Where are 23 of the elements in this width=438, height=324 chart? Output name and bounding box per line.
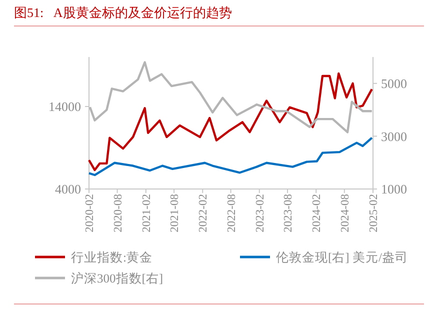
x-tick-label: 2021-02 [140, 194, 153, 232]
legend-label: 行业指数:黄金 [71, 250, 152, 264]
x-tick-label: 2023-02 [254, 194, 266, 232]
y-tick-label: 4000 [55, 182, 81, 197]
legend-label: 沪深300指数[右] [71, 270, 164, 286]
legend-label: 伦敦金现[右] 美元/盎司 [276, 249, 408, 264]
chart-title: 图51: A股黄金标的及金价运行的趋势 [14, 5, 232, 20]
line-series [88, 61, 374, 134]
x-tick-label: 2023-08 [282, 194, 295, 232]
x-tick-label: 2024-08 [339, 194, 352, 232]
line-series [88, 136, 374, 176]
y-tick-label: 14000 [48, 99, 81, 114]
x-tick-label: 2025-02 [368, 194, 380, 232]
x-tick-label: 2022-02 [198, 194, 210, 232]
y2-tick-label: 1000 [381, 182, 407, 197]
x-tick-label: 2024-02 [311, 194, 324, 232]
line-series [88, 72, 374, 172]
x-tick-label: 2020-02 [84, 194, 96, 232]
x-tick-label: 2022-08 [226, 194, 238, 232]
y2-tick-label: 3000 [381, 128, 407, 144]
x-tick-label: 2020-08 [112, 194, 124, 232]
x-tick-label: 2021-08 [169, 194, 182, 232]
y2-tick-label: 5000 [381, 76, 407, 91]
